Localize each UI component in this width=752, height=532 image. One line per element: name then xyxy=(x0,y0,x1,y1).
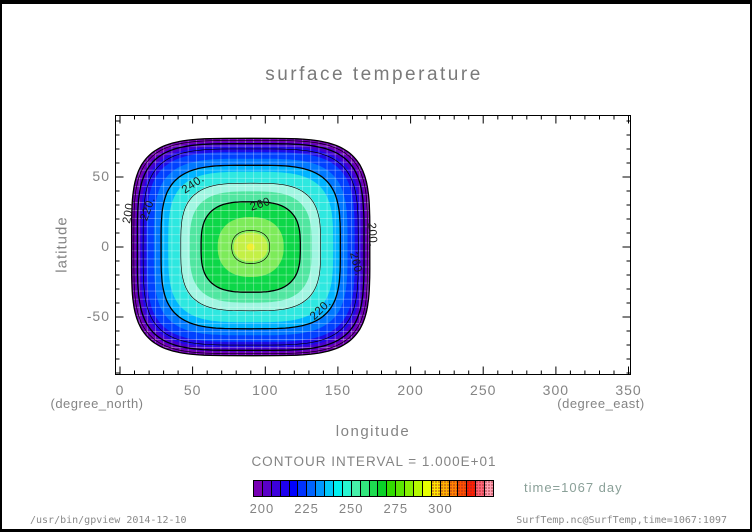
colorbar-tick-label: 250 xyxy=(338,501,364,516)
y-tick-label: 0 xyxy=(101,238,110,254)
x-tick-label: 200 xyxy=(397,382,424,398)
y-axis-label: latitude xyxy=(53,216,71,273)
x-tick-label: 150 xyxy=(324,382,352,398)
contour-plot: 200. 220. 240. 260. 260. 220. 200. xyxy=(115,115,631,375)
y-tick-label: 50 xyxy=(92,168,110,184)
statusbar-file-text: SurfTemp.nc@SurfTemp,time=1067:1097 xyxy=(516,515,727,526)
x-axis-unit-label: (degree_east) xyxy=(557,396,645,411)
page-title: surface temperature xyxy=(265,64,483,85)
time-label: time=1067 day xyxy=(524,480,623,495)
contour-line-label: 200. xyxy=(365,222,379,247)
axis-ticks xyxy=(115,115,631,375)
colorbar-tick-label: 200 xyxy=(249,501,275,516)
colorbar-tick-label: 225 xyxy=(294,501,319,516)
colorbar xyxy=(253,480,495,497)
colorbar-tick-label: 300 xyxy=(428,501,453,516)
y-tick-label: -50 xyxy=(86,308,110,324)
statusbar-command-text: /usr/bin/gpview 2014-12-10 xyxy=(30,515,187,526)
colorbar-tick-label: 275 xyxy=(383,501,409,516)
x-tick-label: 350 xyxy=(615,382,642,398)
contour-line-label: 200. xyxy=(121,198,137,224)
colorbar-segment xyxy=(484,480,495,497)
x-tick-label: 50 xyxy=(183,382,202,398)
x-tick-label: 100 xyxy=(252,382,279,398)
contour-interval-label: CONTOUR INTERVAL = 1.000E+01 xyxy=(251,454,497,469)
x-tick-label: 300 xyxy=(542,382,570,398)
x-tick-label: 0 xyxy=(115,382,125,398)
contour-line-label: 260. xyxy=(347,251,365,278)
plot-frame xyxy=(115,115,631,375)
y-axis-unit-label: (degree_north) xyxy=(50,396,144,411)
x-axis-label: longitude xyxy=(335,423,411,440)
x-tick-label: 250 xyxy=(470,382,497,398)
